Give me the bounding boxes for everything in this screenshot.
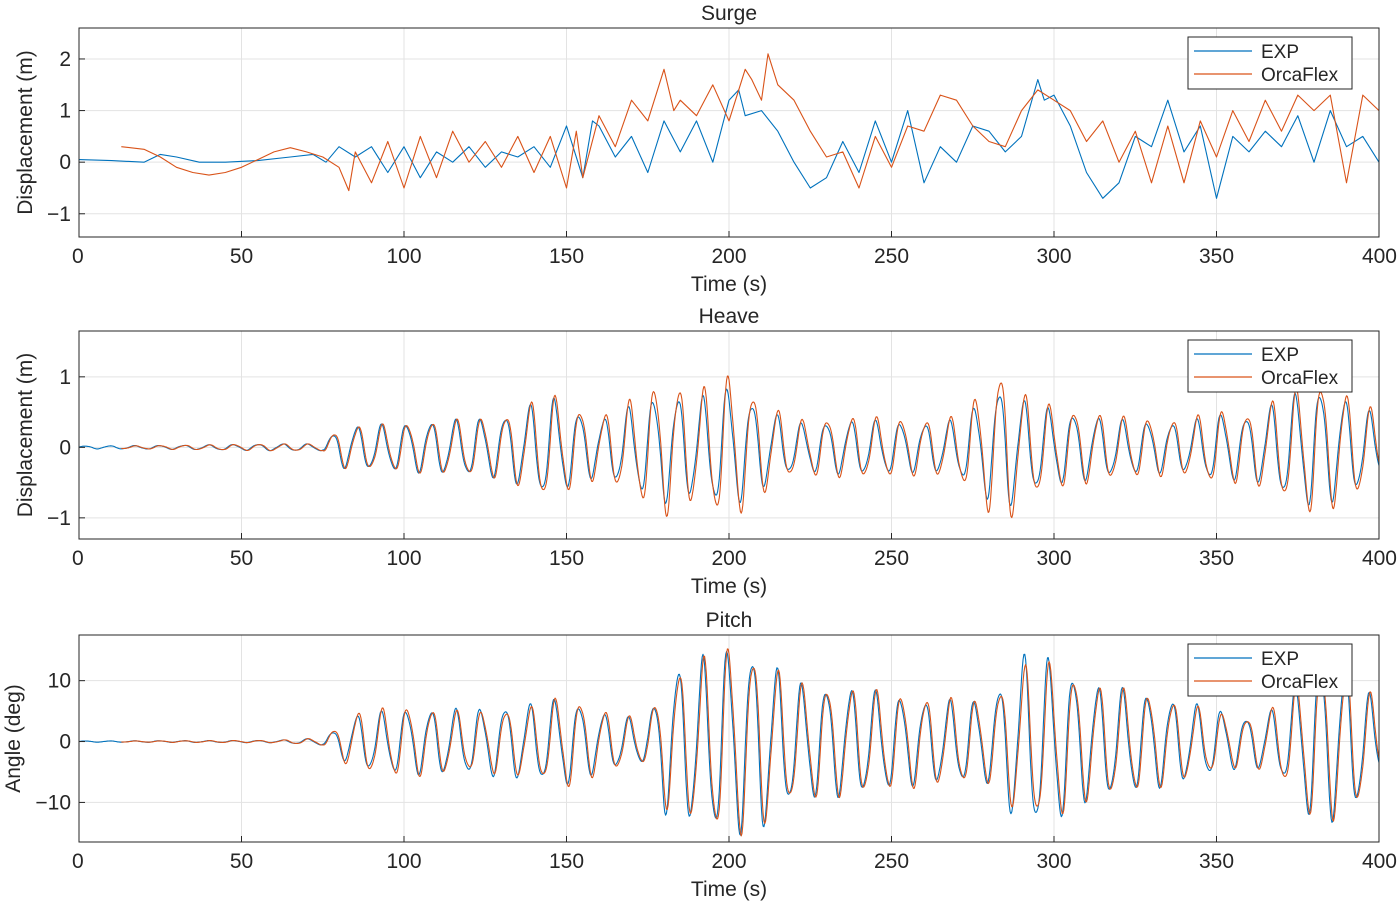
heave-x-tick-label: 250 bbox=[874, 547, 909, 570]
surge-y-tick-label: 2 bbox=[59, 48, 71, 71]
pitch-x-tick-label: 350 bbox=[1199, 850, 1234, 873]
surge-x-tick-label: 250 bbox=[874, 245, 909, 268]
pitch-x-tick-label: 200 bbox=[711, 850, 746, 873]
surge-y-tick-label: 0 bbox=[59, 151, 71, 174]
pitch-x-tick-label: 0 bbox=[72, 850, 84, 873]
heave-legend-box bbox=[1187, 339, 1353, 393]
pitch-panel: 0 50 100 150 200 250 300 350 400 −10 0 10 Pitch Time … bbox=[2, 609, 1397, 901]
surge-series-orcaflex bbox=[121, 53, 1379, 192]
pitch-title: Pitch bbox=[706, 609, 753, 632]
surge-x-tick-label: 350 bbox=[1199, 245, 1234, 268]
heave-x-tick-label: 300 bbox=[1036, 547, 1071, 570]
heave-title: Heave bbox=[699, 305, 760, 328]
heave-y-tick-label: 0 bbox=[59, 436, 71, 459]
pitch-legend-label-orcaflex: OrcaFlex bbox=[1261, 672, 1339, 693]
surge-legend-label-orcaflex: OrcaFlex bbox=[1261, 65, 1339, 86]
heave-x-tick-label: 400 bbox=[1362, 547, 1397, 570]
pitch-x-tick-label: 100 bbox=[386, 850, 421, 873]
surge-series-exp bbox=[79, 79, 1379, 199]
heave-x-tick-label: 0 bbox=[72, 547, 84, 570]
heave-x-tick-label: 200 bbox=[711, 547, 746, 570]
heave-x-tick-label: 100 bbox=[386, 547, 421, 570]
heave-legend-label-orcaflex: OrcaFlex bbox=[1261, 368, 1339, 389]
pitch-y-label: Angle (deg) bbox=[2, 684, 25, 793]
surge-x-tick-label: 0 bbox=[72, 245, 84, 268]
surge-legend-label-exp: EXP bbox=[1261, 42, 1299, 63]
heave-legend-label-exp: EXP bbox=[1261, 345, 1299, 366]
surge-x-tick-label: 400 bbox=[1362, 245, 1397, 268]
surge-x-tick-label: 100 bbox=[386, 245, 421, 268]
surge-legend-box bbox=[1187, 36, 1353, 90]
pitch-y-tick-label: 0 bbox=[59, 731, 71, 754]
surge-y-tick-label: −1 bbox=[47, 203, 71, 226]
heave-y-tick-label: −1 bbox=[47, 507, 71, 530]
pitch-x-tick-label: 250 bbox=[874, 850, 909, 873]
heave-x-tick-label: 50 bbox=[230, 547, 253, 570]
pitch-x-tick-label: 150 bbox=[549, 850, 584, 873]
pitch-legend-box bbox=[1187, 643, 1353, 697]
pitch-series-orcaflex bbox=[121, 648, 1379, 837]
pitch-x-tick-label: 300 bbox=[1036, 850, 1071, 873]
pitch-x-label: Time (s) bbox=[691, 878, 767, 901]
surge-y-tick-label: 1 bbox=[59, 100, 71, 123]
pitch-x-tick-label: 50 bbox=[230, 850, 253, 873]
surge-x-label: Time (s) bbox=[691, 273, 767, 296]
heave-x-tick-label: 150 bbox=[549, 547, 584, 570]
heave-series-orcaflex bbox=[121, 375, 1379, 519]
surge-x-tick-label: 150 bbox=[549, 245, 584, 268]
pitch-x-tick-label: 400 bbox=[1362, 850, 1397, 873]
surge-title: Surge bbox=[701, 2, 757, 25]
pitch-legend-label-exp: EXP bbox=[1261, 649, 1299, 670]
pitch-y-tick-label: −10 bbox=[35, 791, 71, 814]
heave-x-tick-label: 350 bbox=[1199, 547, 1234, 570]
surge-x-tick-label: 200 bbox=[711, 245, 746, 268]
heave-x-label: Time (s) bbox=[691, 575, 767, 598]
surge-x-tick-label: 300 bbox=[1036, 245, 1071, 268]
heave-y-tick-label: 1 bbox=[59, 366, 71, 389]
pitch-y-tick-label: 10 bbox=[48, 670, 71, 693]
surge-x-tick-label: 50 bbox=[230, 245, 253, 268]
surge-y-label: Displacement (m) bbox=[14, 50, 37, 215]
heave-y-label: Displacement (m) bbox=[14, 353, 37, 518]
